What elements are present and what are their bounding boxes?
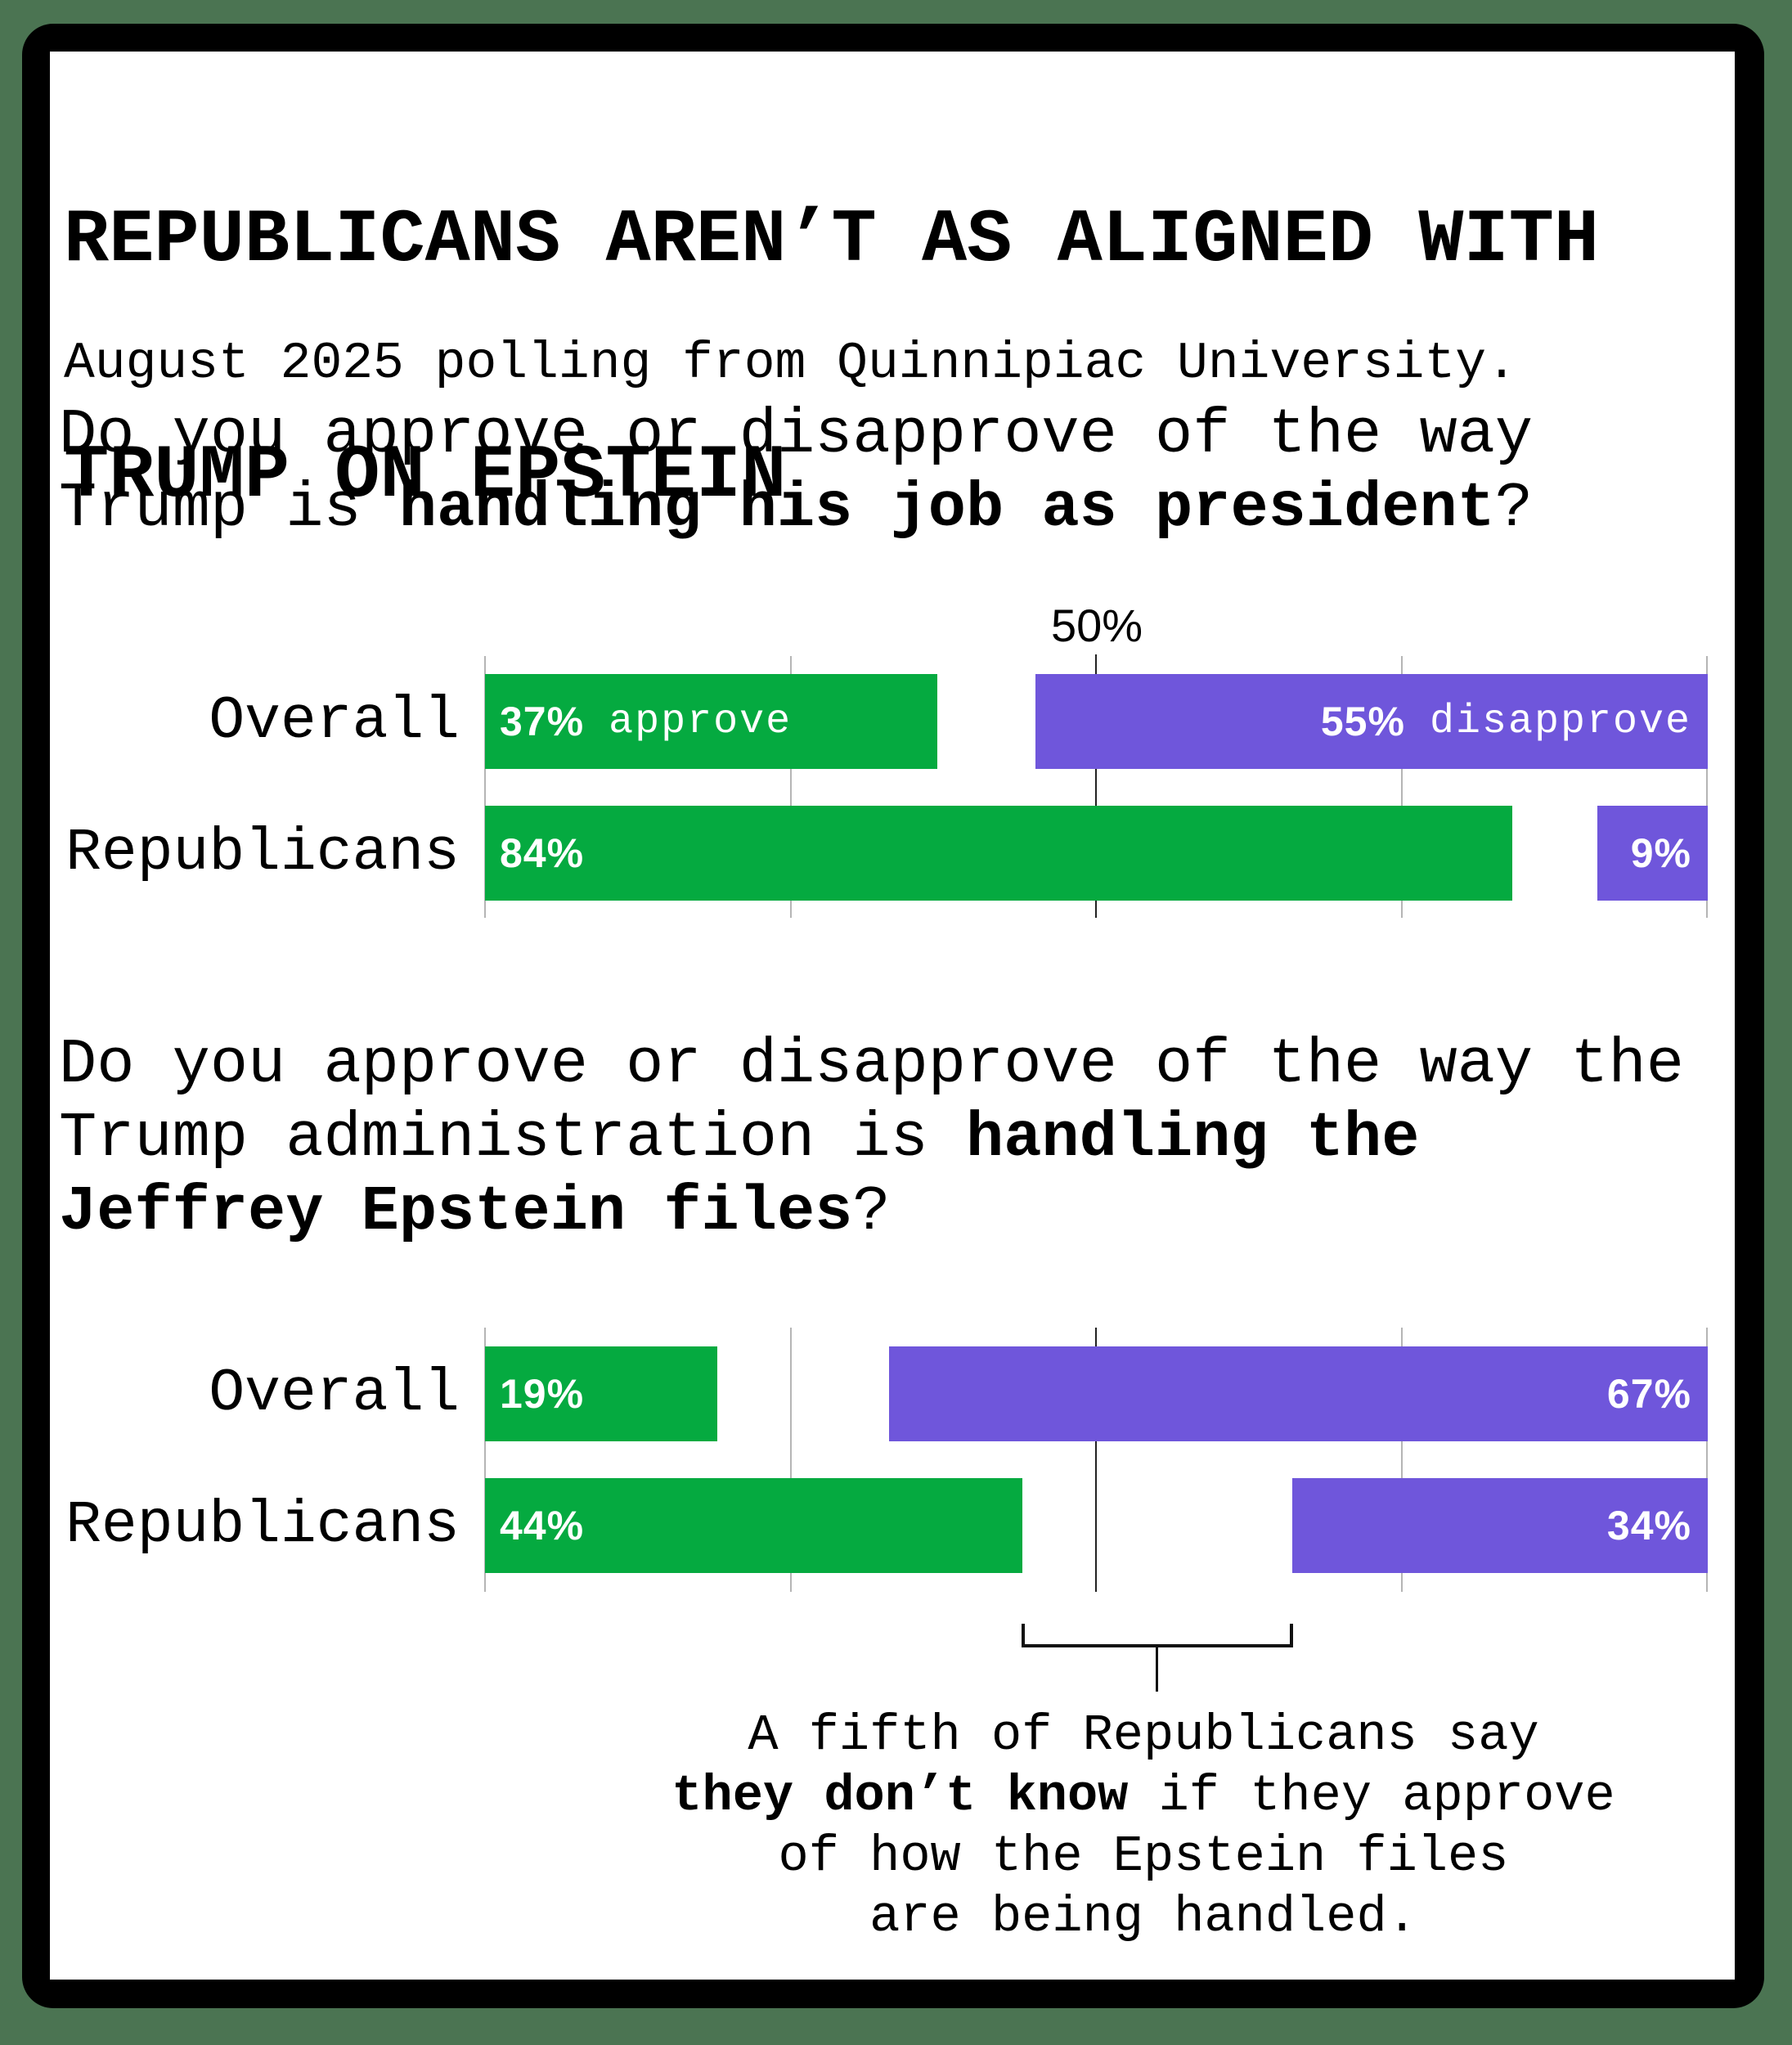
gridline-0 (484, 656, 486, 918)
row-label-overall: Overall (209, 1360, 460, 1427)
annotation-emphasis: they don’t know (671, 1767, 1129, 1825)
bar-value: 9% (1630, 830, 1691, 876)
gridline-0 (484, 1328, 486, 1592)
gridline-50 (1095, 654, 1097, 918)
question-2: Do you approve or disapprove of the way … (59, 1029, 1684, 1250)
gridline-75 (1401, 1328, 1403, 1592)
bracket-left (1022, 1624, 1025, 1647)
annotation-line-4: are being handled. (869, 1888, 1417, 1946)
question-1-line-1: Do you approve or disapprove of the way (59, 400, 1534, 471)
gridline-25 (790, 656, 792, 918)
gridline-50 (1095, 1328, 1097, 1592)
bar-value: 34% (1606, 1503, 1691, 1548)
gridline-25 (790, 1328, 792, 1592)
bar-value: 67% (1606, 1371, 1691, 1417)
title-line-2: TRUMP ON EPSTEIN (64, 433, 787, 519)
bar-approve-republicans: 44% (485, 1478, 1022, 1573)
bar-disapprove-overall: 67% (889, 1346, 1708, 1441)
question-2-emphasis-2: Jeffrey Epstein files (59, 1177, 853, 1248)
question-2-emphasis: handling the (965, 1103, 1420, 1175)
question-1-plain: Trump is (59, 474, 399, 545)
annotation-line-1: A fifth of Republicans say (748, 1706, 1539, 1764)
gridline-100 (1706, 1328, 1708, 1592)
gridline-75 (1401, 656, 1403, 918)
question-2-end: ? (852, 1177, 891, 1248)
axis-label-50: 50% (1050, 600, 1143, 651)
question-2-line-2: Trump administration is handling the (59, 1103, 1684, 1176)
bar-word: approve (609, 698, 793, 745)
bar-word: disapprove (1429, 698, 1691, 745)
question-2-line-3: Jeffrey Epstein files? (59, 1176, 1684, 1250)
question-1-line-2: Trump is handling his job as president? (59, 473, 1533, 546)
bar-approve-republicans: 84% (485, 806, 1512, 901)
question-1-end: ? (1494, 474, 1534, 545)
gridline-100 (1706, 656, 1708, 918)
title-line-1: REPUBLICANS AREN’T AS ALIGNED WITH (64, 197, 1600, 283)
bar-disapprove-republicans: 9% (1597, 806, 1708, 901)
bracket-stem (1156, 1644, 1158, 1692)
question-2-line-1: Do you approve or disapprove of the way … (59, 1030, 1684, 1101)
annotation-line-2: they don’t know if they approve (622, 1766, 1665, 1827)
bar-value: 19% (500, 1371, 585, 1417)
bar-value: 84% (500, 830, 585, 876)
question-1-emphasis: handling his job as president (398, 474, 1495, 545)
bar-approve-overall: 19% (485, 1346, 717, 1441)
question-1: Do you approve or disapprove of the way … (59, 399, 1533, 546)
bar-value: 37% (500, 699, 585, 744)
bar-value: 44% (500, 1503, 585, 1548)
row-label-republicans: Republicans (65, 819, 460, 887)
subtitle: August 2025 polling from Quinnipiac Univ… (64, 335, 1517, 393)
card (50, 52, 1735, 1980)
annotation-line-3: of how the Epstein files (778, 1827, 1509, 1885)
row-label-overall: Overall (209, 687, 460, 755)
bar-approve-overall: 37% approve (485, 674, 937, 769)
bracket-right (1290, 1624, 1293, 1647)
bar-disapprove-republicans: 34% (1292, 1478, 1708, 1573)
annotation: A fifth of Republicans say they don’t kn… (622, 1706, 1665, 1948)
question-2-plain: Trump administration is (59, 1103, 966, 1175)
bar-disapprove-overall: 55% disapprove (1035, 674, 1708, 769)
row-label-republicans: Republicans (65, 1491, 460, 1559)
bar-value: 55% (1320, 699, 1405, 744)
chart-title: REPUBLICANS AREN’T AS ALIGNED WITH TRUMP… (64, 64, 1700, 653)
annotation-plain: if they approve (1128, 1767, 1615, 1825)
